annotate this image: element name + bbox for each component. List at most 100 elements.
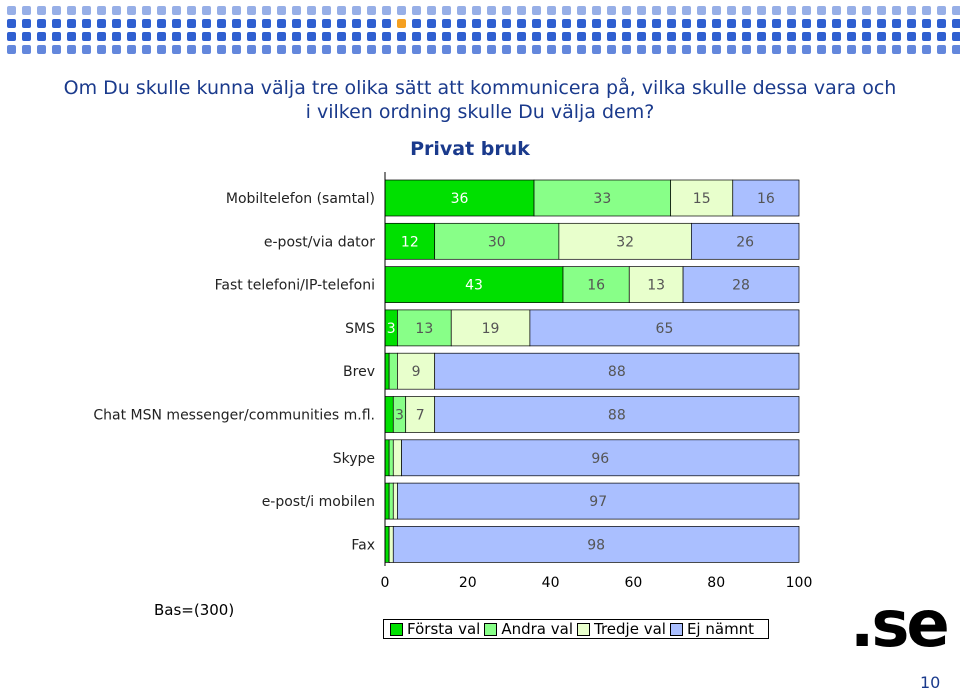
bar-segment: [384, 396, 394, 433]
blue-dot: [532, 32, 541, 41]
data-label: 26: [736, 234, 754, 250]
blue-dot: [817, 6, 826, 15]
blue-dot: [262, 32, 271, 41]
legend: Första val Andra val Tredje val Ej nämnt: [383, 619, 769, 639]
blue-dot: [337, 19, 346, 28]
x-tick-label: 20: [459, 575, 477, 591]
blue-dot: [772, 19, 781, 28]
blue-dot: [97, 6, 106, 15]
blue-dot: [937, 45, 946, 54]
blue-dot: [127, 19, 136, 28]
blue-dot: [682, 19, 691, 28]
bar-segment: [384, 482, 390, 520]
bar-segment: [405, 396, 436, 433]
blue-dot: [742, 6, 751, 15]
x-tick-label: 40: [542, 575, 560, 591]
blue-dot: [742, 32, 751, 41]
blue-dot: [787, 6, 796, 15]
blue-dot: [412, 19, 421, 28]
data-label: 13: [647, 278, 665, 294]
blue-dot: [247, 19, 256, 28]
base-note: Bas=(300): [154, 601, 235, 619]
blue-dot: [952, 6, 960, 15]
blue-dot: [22, 6, 31, 15]
blue-dot: [502, 6, 511, 15]
blue-dot: [382, 45, 391, 54]
blue-dot: [457, 6, 466, 15]
blue-dot: [247, 45, 256, 54]
legend-label: Ej nämnt: [686, 620, 755, 638]
data-label: 65: [656, 321, 674, 337]
orange-dot: [397, 19, 406, 28]
blue-dot: [97, 19, 106, 28]
blue-dot: [772, 32, 781, 41]
blue-dot: [832, 6, 841, 15]
blue-dot: [202, 19, 211, 28]
blue-dot: [487, 6, 496, 15]
blue-dot: [232, 6, 241, 15]
blue-dot: [757, 6, 766, 15]
page-number: 10: [920, 673, 941, 692]
blue-dot: [292, 19, 301, 28]
blue-dot: [322, 19, 331, 28]
legend-label: Andra val: [501, 620, 573, 638]
blue-dot: [742, 45, 751, 54]
blue-dot: [682, 32, 691, 41]
data-label: 3: [395, 408, 404, 424]
data-label: 33: [593, 191, 611, 207]
blue-dot: [307, 45, 316, 54]
blue-dot: [862, 32, 871, 41]
blue-dot: [592, 45, 601, 54]
blue-dot: [907, 6, 916, 15]
blue-dot: [232, 45, 241, 54]
blue-dot: [757, 19, 766, 28]
blue-dot: [562, 6, 571, 15]
blue-dot: [427, 19, 436, 28]
blue-dot: [577, 45, 586, 54]
blue-dot: [652, 32, 661, 41]
blue-dot: [592, 19, 601, 28]
blue-dot: [637, 45, 646, 54]
blue-dot: [667, 45, 676, 54]
blue-dot: [817, 45, 826, 54]
blue-dot: [547, 19, 556, 28]
blue-dot: [637, 32, 646, 41]
blue-dot: [22, 32, 31, 41]
blue-dot: [712, 45, 721, 54]
legend-label: Första val: [407, 620, 481, 638]
blue-dot: [307, 32, 316, 41]
blue-dot: [907, 19, 916, 28]
bar-segment: [529, 309, 800, 347]
chart-title: Privat bruk: [410, 138, 530, 160]
data-label: 28: [732, 278, 750, 294]
blue-dot: [172, 6, 181, 15]
blue-dot: [772, 6, 781, 15]
blue-dot: [847, 6, 856, 15]
x-tick-label: 60: [624, 575, 642, 591]
blue-dot: [142, 19, 151, 28]
blue-dot: [337, 6, 346, 15]
bar-segment: [691, 222, 800, 260]
blue-dot: [337, 45, 346, 54]
blue-dot: [787, 45, 796, 54]
blue-dot: [472, 45, 481, 54]
data-label: 16: [757, 191, 775, 207]
bar-segment: [562, 266, 630, 303]
blue-dot: [82, 45, 91, 54]
blue-dot: [637, 19, 646, 28]
blue-dot: [562, 45, 571, 54]
blue-dot: [262, 19, 271, 28]
blue-dot: [832, 32, 841, 41]
blue-dot: [7, 45, 16, 54]
bar-segment: [384, 266, 564, 303]
blue-dot: [742, 19, 751, 28]
blue-dot: [7, 32, 16, 41]
blue-dot: [457, 32, 466, 41]
blue-dot: [322, 32, 331, 41]
blue-dot: [187, 32, 196, 41]
blue-dot: [37, 19, 46, 28]
bar-segment: [388, 482, 394, 520]
category-label: Mobiltelefon (samtal): [226, 191, 375, 207]
bar-segment: [392, 482, 398, 520]
blue-dot: [517, 32, 526, 41]
